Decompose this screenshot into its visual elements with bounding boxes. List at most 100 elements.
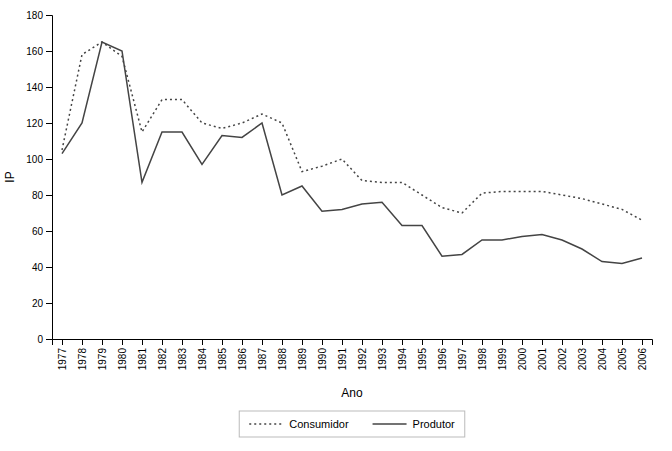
y-tick: 60 [32, 226, 52, 237]
x-tick-mark [242, 339, 243, 345]
y-tick: 20 [32, 298, 52, 309]
x-tick-mark [622, 339, 623, 345]
legend-item: Consumidor [249, 418, 349, 430]
legend-label: Consumidor [289, 418, 349, 430]
y-tick-mark [46, 231, 52, 232]
x-tick-label: 2006 [637, 348, 648, 371]
x-tick-mark [102, 339, 103, 345]
y-tick-label: 0 [37, 334, 43, 345]
y-tick-mark [46, 267, 52, 268]
x-tick-mark [602, 339, 603, 345]
y-tick: 40 [32, 262, 52, 273]
x-tick-mark [142, 339, 143, 345]
x-tick-mark [542, 339, 543, 345]
y-tick-mark [46, 51, 52, 52]
x-tick-mark [122, 339, 123, 345]
legend-item: Produtor [373, 418, 456, 430]
x-tick-label: 1981 [137, 348, 148, 371]
y-tick-mark [46, 195, 52, 196]
x-tick: 1983 [177, 339, 188, 370]
x-tick-mark [82, 339, 83, 345]
x-tick-label: 1989 [297, 348, 308, 371]
x-tick-mark [262, 339, 263, 345]
x-tick-label: 1978 [77, 348, 88, 371]
y-tick-mark [46, 15, 52, 16]
x-tick-mark [282, 339, 283, 345]
y-tick-label: 180 [26, 10, 43, 21]
x-tick-label: 1988 [277, 348, 288, 371]
x-tick-label: 1984 [197, 348, 208, 371]
x-tick: 1978 [77, 339, 88, 370]
y-tick-label: 20 [32, 298, 44, 309]
x-tick: 1984 [197, 339, 208, 370]
x-tick: 1997 [457, 339, 468, 370]
y-axis-line [46, 16, 53, 340]
x-axis-line [53, 340, 653, 346]
x-tick-label: 1986 [237, 348, 248, 371]
x-tick-mark [342, 339, 343, 345]
x-tick: 2005 [617, 339, 628, 370]
legend: Consumidor Produtor [239, 411, 465, 437]
x-tick: 1977 [57, 339, 68, 370]
x-tick: 2006 [637, 339, 648, 370]
x-tick-mark [502, 339, 503, 345]
x-tick-label: 1990 [317, 348, 328, 371]
x-tick-label: 1995 [417, 348, 428, 371]
y-tick: 180 [26, 10, 52, 21]
x-tick: 1980 [117, 339, 128, 370]
x-tick-mark [382, 339, 383, 345]
x-tick-mark [202, 339, 203, 345]
x-tick-label: 2005 [617, 348, 628, 371]
x-tick-label: 1982 [157, 348, 168, 371]
y-tick-mark [46, 87, 52, 88]
x-tick-label: 1985 [217, 348, 228, 371]
x-tick: 1987 [257, 339, 268, 370]
series-line [62, 42, 642, 263]
plot: 1977 1978 1979 1980 1981 1982 1983 1984 1985 1986… [26, 10, 652, 371]
x-tick-mark [322, 339, 323, 345]
x-tick-mark [362, 339, 363, 345]
series-line [62, 42, 642, 220]
y-tick-label: 100 [26, 154, 43, 165]
y-tick-label: 120 [26, 118, 43, 129]
x-tick: 1988 [277, 339, 288, 370]
y-tick-label: 80 [32, 190, 44, 201]
y-tick: 120 [26, 118, 52, 129]
x-axis-title: Ano [341, 386, 363, 400]
x-tick-label: 1977 [57, 348, 68, 371]
x-tick-label: 1996 [437, 348, 448, 371]
x-tick-mark [422, 339, 423, 345]
x-tick: 2003 [577, 339, 588, 370]
x-tick-label: 2002 [557, 348, 568, 371]
x-tick-label: 1980 [117, 348, 128, 371]
y-tick-mark [46, 303, 52, 304]
x-tick: 1986 [237, 339, 248, 370]
x-tick-label: 2001 [537, 348, 548, 371]
x-tick-mark [642, 339, 643, 345]
x-tick-mark [62, 339, 63, 345]
x-tick: 2001 [537, 339, 548, 370]
x-tick: 1981 [137, 339, 148, 370]
x-tick: 1992 [357, 339, 368, 370]
x-tick-label: 1993 [377, 348, 388, 371]
x-tick-label: 1994 [397, 348, 408, 371]
x-tick-mark [222, 339, 223, 345]
x-tick-mark [182, 339, 183, 345]
x-tick-label: 1979 [97, 348, 108, 371]
y-tick-mark [46, 159, 52, 160]
x-tick: 1991 [337, 339, 348, 370]
y-tick: 0 [37, 334, 52, 345]
chart: 1977 1978 1979 1980 1981 1982 1983 1984 1985 1986… [0, 0, 672, 451]
y-tick: 140 [26, 82, 52, 93]
legend-swatch [249, 423, 283, 425]
y-tick: 160 [26, 46, 52, 57]
y-tick-label: 40 [32, 262, 44, 273]
y-tick: 80 [32, 190, 52, 201]
x-tick-label: 1992 [357, 348, 368, 371]
x-axis: 1977 1978 1979 1980 1981 1982 1983 1984 1985 1986… [53, 339, 653, 370]
x-tick: 1999 [497, 339, 508, 370]
x-tick-mark [522, 339, 523, 345]
x-tick-label: 1991 [337, 348, 348, 371]
x-tick-mark [442, 339, 443, 345]
x-tick-label: 1998 [477, 348, 488, 371]
